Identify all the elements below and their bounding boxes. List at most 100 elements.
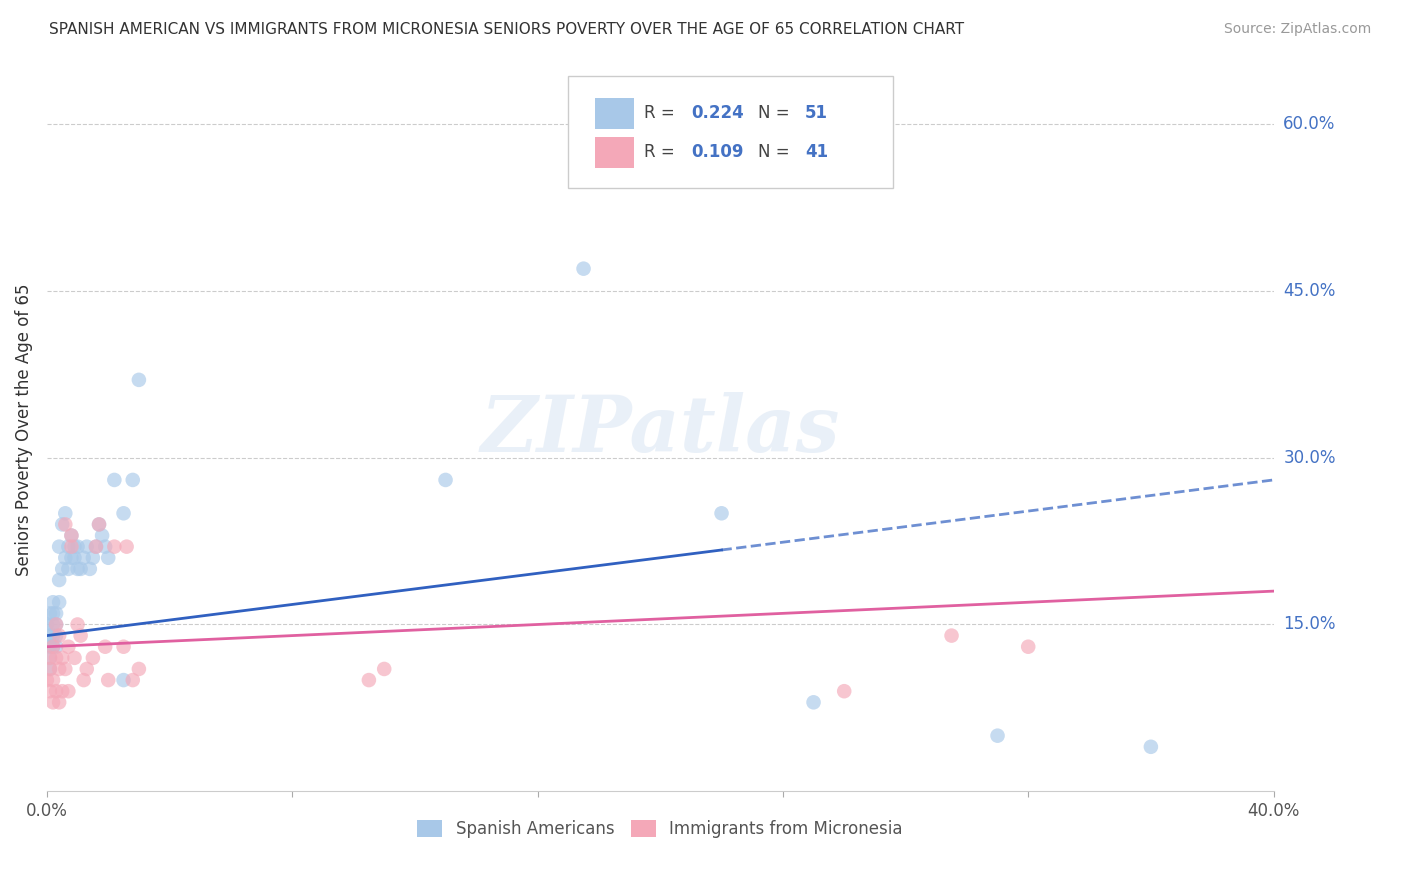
Point xyxy=(73,550,96,565)
Bar xyxy=(595,137,634,168)
Bar xyxy=(595,98,634,128)
Point xyxy=(45,617,67,632)
Point xyxy=(42,673,65,687)
Point xyxy=(103,540,125,554)
Point xyxy=(128,662,150,676)
Point xyxy=(66,617,89,632)
Point xyxy=(63,540,86,554)
Text: 15.0%: 15.0% xyxy=(1284,615,1336,633)
Point xyxy=(1140,739,1163,754)
Point xyxy=(60,528,83,542)
Point xyxy=(45,650,67,665)
Text: N =: N = xyxy=(758,144,796,161)
Point xyxy=(76,540,98,554)
Point xyxy=(53,517,76,532)
Point xyxy=(53,550,76,565)
Point xyxy=(73,673,96,687)
Point xyxy=(69,629,91,643)
Point xyxy=(58,562,80,576)
Point xyxy=(53,662,76,676)
Text: ZIPatlas: ZIPatlas xyxy=(481,392,839,468)
Point xyxy=(112,640,135,654)
Point xyxy=(39,662,62,676)
Text: 41: 41 xyxy=(806,144,828,161)
Point xyxy=(103,473,125,487)
Point xyxy=(58,540,80,554)
Point xyxy=(373,662,395,676)
Point xyxy=(572,261,595,276)
Point xyxy=(115,540,138,554)
Text: 0.224: 0.224 xyxy=(690,104,744,122)
Point xyxy=(60,550,83,565)
Point xyxy=(82,650,104,665)
Point xyxy=(112,673,135,687)
Point xyxy=(48,629,70,643)
Point xyxy=(42,607,65,621)
Point xyxy=(63,650,86,665)
Point xyxy=(48,595,70,609)
Point xyxy=(58,640,80,654)
Point xyxy=(79,562,101,576)
Point xyxy=(39,607,62,621)
Point xyxy=(51,684,73,698)
FancyBboxPatch shape xyxy=(568,76,893,188)
Text: 45.0%: 45.0% xyxy=(1284,282,1336,300)
Point xyxy=(42,617,65,632)
Y-axis label: Seniors Poverty Over the Age of 65: Seniors Poverty Over the Age of 65 xyxy=(15,284,32,576)
Point xyxy=(45,617,67,632)
Text: SPANISH AMERICAN VS IMMIGRANTS FROM MICRONESIA SENIORS POVERTY OVER THE AGE OF 6: SPANISH AMERICAN VS IMMIGRANTS FROM MICR… xyxy=(49,22,965,37)
Text: R =: R = xyxy=(644,104,681,122)
Point xyxy=(39,650,62,665)
Point xyxy=(94,640,117,654)
Point xyxy=(45,640,67,654)
Point xyxy=(42,640,65,654)
Text: 0.109: 0.109 xyxy=(690,144,744,161)
Text: N =: N = xyxy=(758,104,796,122)
Text: 30.0%: 30.0% xyxy=(1284,449,1336,467)
Text: 60.0%: 60.0% xyxy=(1284,115,1336,133)
Text: 51: 51 xyxy=(806,104,828,122)
Text: Source: ZipAtlas.com: Source: ZipAtlas.com xyxy=(1223,22,1371,37)
Point xyxy=(434,473,457,487)
Point xyxy=(39,640,62,654)
Point xyxy=(53,506,76,520)
Point xyxy=(66,562,89,576)
Legend: Spanish Americans, Immigrants from Micronesia: Spanish Americans, Immigrants from Micro… xyxy=(411,813,910,845)
Point xyxy=(63,550,86,565)
Text: R =: R = xyxy=(644,144,681,161)
Point xyxy=(832,684,855,698)
Point xyxy=(84,540,107,554)
Point xyxy=(60,540,83,554)
Point xyxy=(35,673,58,687)
Point xyxy=(112,506,135,520)
Point xyxy=(803,695,825,709)
Point xyxy=(39,684,62,698)
Point xyxy=(45,607,67,621)
Point xyxy=(121,473,143,487)
Point xyxy=(42,640,65,654)
Point xyxy=(710,506,733,520)
Point xyxy=(1017,640,1039,654)
Point xyxy=(87,517,110,532)
Point xyxy=(97,550,120,565)
Point xyxy=(986,729,1008,743)
Point xyxy=(66,540,89,554)
Point xyxy=(35,617,58,632)
Point xyxy=(48,540,70,554)
Point xyxy=(45,629,67,643)
Point xyxy=(60,528,83,542)
Point xyxy=(42,595,65,609)
Point xyxy=(87,517,110,532)
Point xyxy=(97,673,120,687)
Point xyxy=(39,650,62,665)
Point xyxy=(48,573,70,587)
Point xyxy=(84,540,107,554)
Point xyxy=(121,673,143,687)
Point xyxy=(51,517,73,532)
Point xyxy=(94,540,117,554)
Point xyxy=(42,695,65,709)
Point xyxy=(48,662,70,676)
Point xyxy=(128,373,150,387)
Point xyxy=(39,629,62,643)
Point xyxy=(51,650,73,665)
